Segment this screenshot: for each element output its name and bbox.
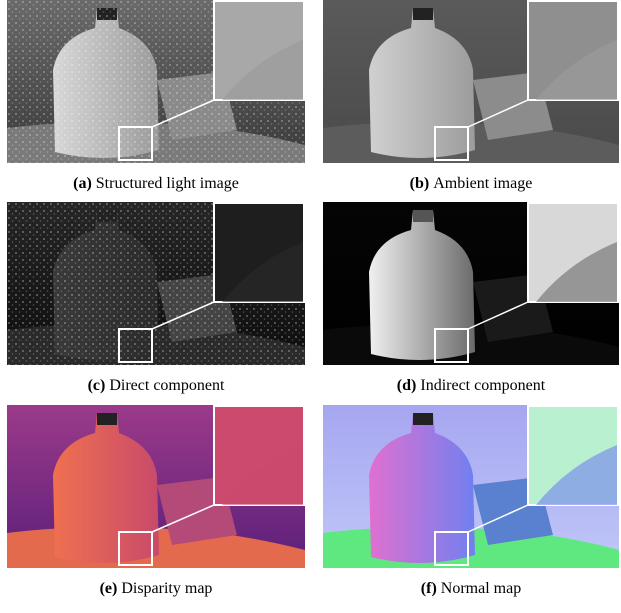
caption: (e)Disparity map	[7, 580, 305, 598]
panel-image	[7, 202, 305, 365]
panel-image	[323, 202, 619, 365]
cap	[413, 210, 433, 222]
panel-image	[323, 0, 619, 163]
panel: (e)Disparity map	[7, 405, 305, 598]
caption-label: (d)	[397, 377, 417, 394]
panel-image	[7, 405, 305, 568]
caption-text: Disparity map	[121, 580, 212, 597]
panel: (c)Direct component	[7, 202, 305, 395]
caption-label: (f)	[421, 580, 437, 597]
caption-text: Direct component	[109, 377, 224, 394]
caption: (d)Indirect component	[323, 377, 619, 395]
panel-image	[323, 405, 619, 568]
panel: (d)Indirect component	[323, 202, 619, 395]
page: (a)Structured light image (b)Ambient imag…	[0, 0, 621, 613]
panel-image	[7, 0, 305, 163]
caption: (c)Direct component	[7, 377, 305, 395]
cap	[413, 8, 433, 20]
caption-label: (e)	[100, 580, 118, 597]
panel: (b)Ambient image	[323, 0, 619, 193]
caption: (a)Structured light image	[7, 175, 305, 193]
caption: (b)Ambient image	[323, 175, 619, 193]
caption: (f)Normal map	[323, 580, 619, 598]
caption-text: Normal map	[441, 580, 521, 597]
caption-label: (a)	[73, 175, 92, 192]
caption-text: Structured light image	[96, 175, 239, 192]
caption-text: Ambient image	[433, 175, 532, 192]
caption-label: (b)	[410, 175, 430, 192]
panel: (f)Normal map	[323, 405, 619, 598]
cap	[97, 413, 117, 425]
cap	[413, 413, 433, 425]
caption-text: Indirect component	[420, 377, 545, 394]
panel: (a)Structured light image	[7, 0, 305, 193]
caption-label: (c)	[88, 377, 106, 394]
